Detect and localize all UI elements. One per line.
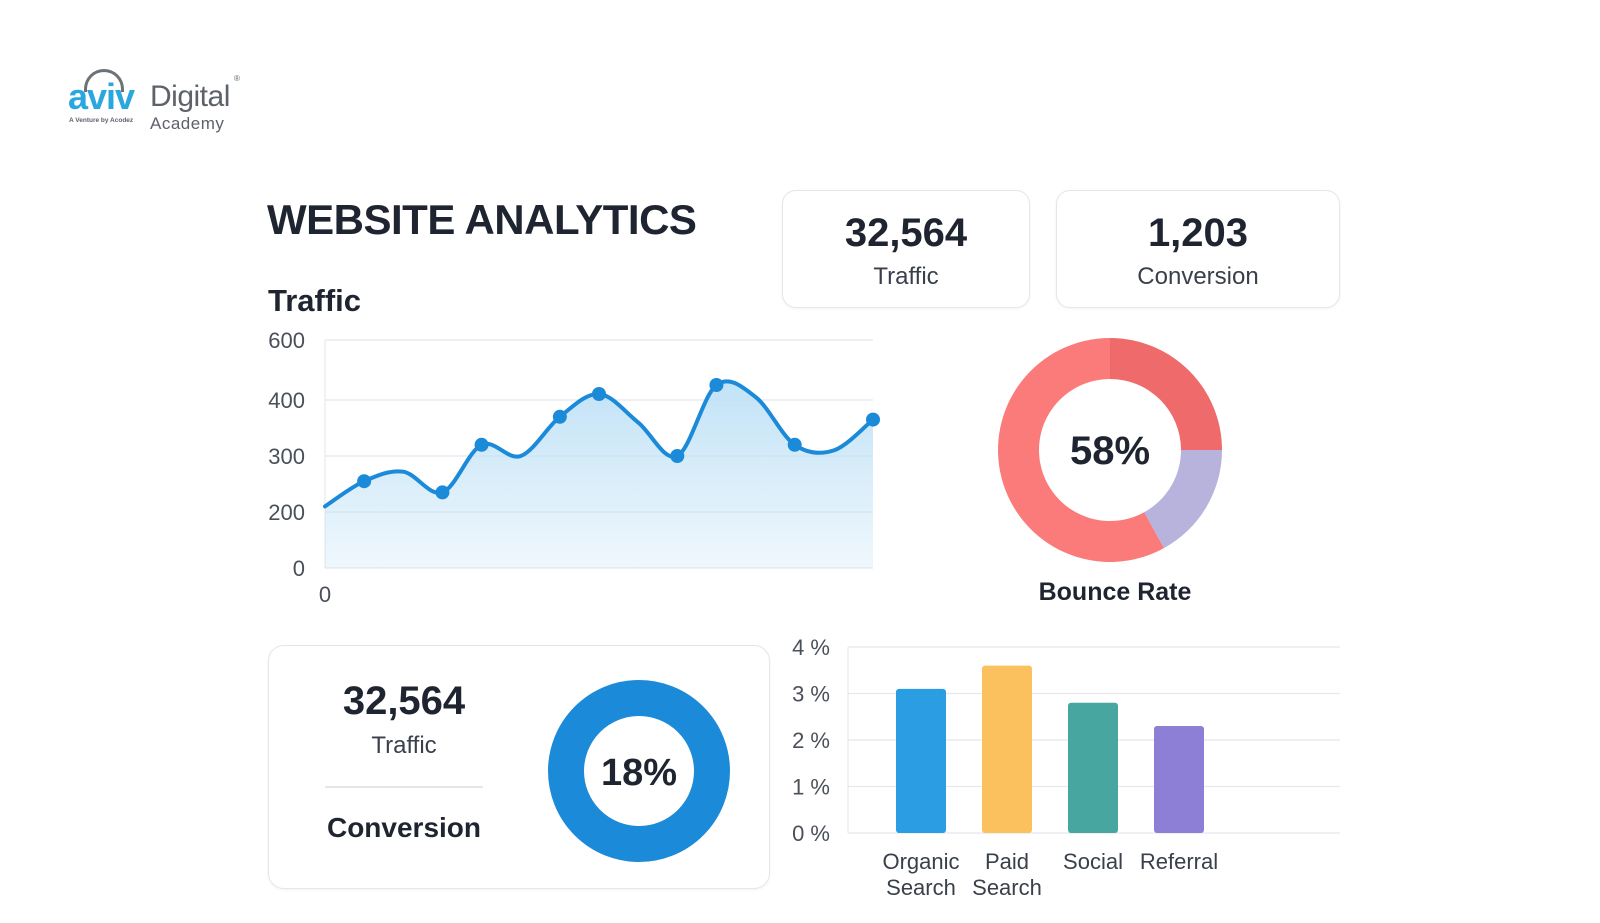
- summary-traffic-label: Traffic: [371, 732, 437, 759]
- traffic-y-tick-label: 0: [293, 556, 305, 581]
- logo-arc-icon: [84, 69, 124, 92]
- traffic-data-point: [357, 474, 372, 489]
- logo: aviv Digital ® A Venture by Acodez Acade…: [68, 66, 248, 138]
- channel-category-label: Search: [972, 875, 1042, 900]
- traffic-data-point: [787, 437, 802, 452]
- logo-brand-tertiary: Academy: [150, 114, 225, 133]
- channel-y-tick-label: 4 %: [792, 635, 830, 660]
- channel-category-label: Organic: [882, 849, 959, 874]
- bounce-rate-slice: [998, 338, 1164, 562]
- traffic-y-tick-label: 200: [268, 500, 305, 525]
- channel-y-tick-label: 0 %: [792, 821, 830, 846]
- channel-bar: [982, 665, 1032, 833]
- channel-bar: [896, 688, 946, 833]
- traffic-data-point: [552, 409, 567, 424]
- bounce-rate-donut-chart: 58%: [998, 338, 1222, 562]
- channel-y-tick-label: 2 %: [792, 728, 830, 753]
- traffic-data-point: [592, 387, 606, 401]
- channel-category-label: Social: [1063, 849, 1123, 874]
- traffic-data-point: [709, 378, 724, 392]
- channel-y-tick-label: 1 %: [792, 775, 830, 800]
- logo-brand-secondary: Digital: [150, 80, 230, 113]
- traffic-area-fill: [325, 381, 873, 568]
- logo-registered-mark: ®: [234, 74, 240, 83]
- summary-conversion-label: Conversion: [326, 812, 482, 843]
- stat-card-conversion-label: Conversion: [1137, 263, 1259, 290]
- traffic-y-tick-label: 300: [268, 444, 305, 469]
- traffic-x-tick-label: 0: [319, 582, 331, 607]
- summary-card: 32,564 Traffic Conversion 18%: [268, 645, 770, 889]
- summary-traffic-value: 32,564: [342, 679, 466, 723]
- traffic-y-tick-label: 400: [268, 388, 305, 413]
- traffic-channel-bar-chart: 4 %3 %2 %1 %0 %OrganicSearchPaidSearchSo…: [792, 635, 1340, 900]
- stat-card-traffic-label: Traffic: [873, 263, 939, 290]
- traffic-area-chart: 600 400 300 200 00: [268, 328, 880, 607]
- channel-y-tick-label: 3 %: [792, 682, 830, 707]
- traffic-data-point: [435, 485, 450, 500]
- traffic-y-tick-label: 600: [268, 328, 305, 353]
- summary-divider: [325, 786, 483, 788]
- conversion-donut-chart: 18%: [548, 680, 730, 862]
- traffic-chart-title: Traffic: [268, 283, 362, 318]
- channel-category-label: Paid: [985, 849, 1029, 874]
- logo-tagline: A Venture by Acodez: [69, 117, 134, 124]
- stat-card-traffic: 32,564 Traffic: [782, 190, 1030, 308]
- channel-bar: [1068, 702, 1118, 833]
- bounce-rate-slice: [1144, 450, 1222, 549]
- conversion-donut-ring: [548, 680, 730, 862]
- logo-brand-primary: aviv: [68, 76, 135, 117]
- bounce-rate-label: Bounce Rate: [1038, 578, 1192, 606]
- channel-category-label: Search: [886, 875, 956, 900]
- channel-category-label: Referral: [1140, 849, 1218, 874]
- stat-card-conversion-value: 1,203: [1147, 211, 1249, 255]
- bounce-rate-value: 58%: [1070, 429, 1150, 473]
- page-title: WEBSITE ANALYTICS: [267, 196, 697, 243]
- conversion-donut-value: 18%: [601, 752, 677, 794]
- traffic-data-point: [670, 449, 685, 463]
- stat-card-traffic-value: 32,564: [844, 211, 968, 255]
- traffic-data-point: [474, 437, 489, 452]
- bounce-rate-slice: [1110, 338, 1222, 450]
- channel-bar: [1154, 726, 1204, 833]
- stat-card-conversion: 1,203 Conversion: [1056, 190, 1340, 308]
- traffic-data-point: [866, 412, 880, 427]
